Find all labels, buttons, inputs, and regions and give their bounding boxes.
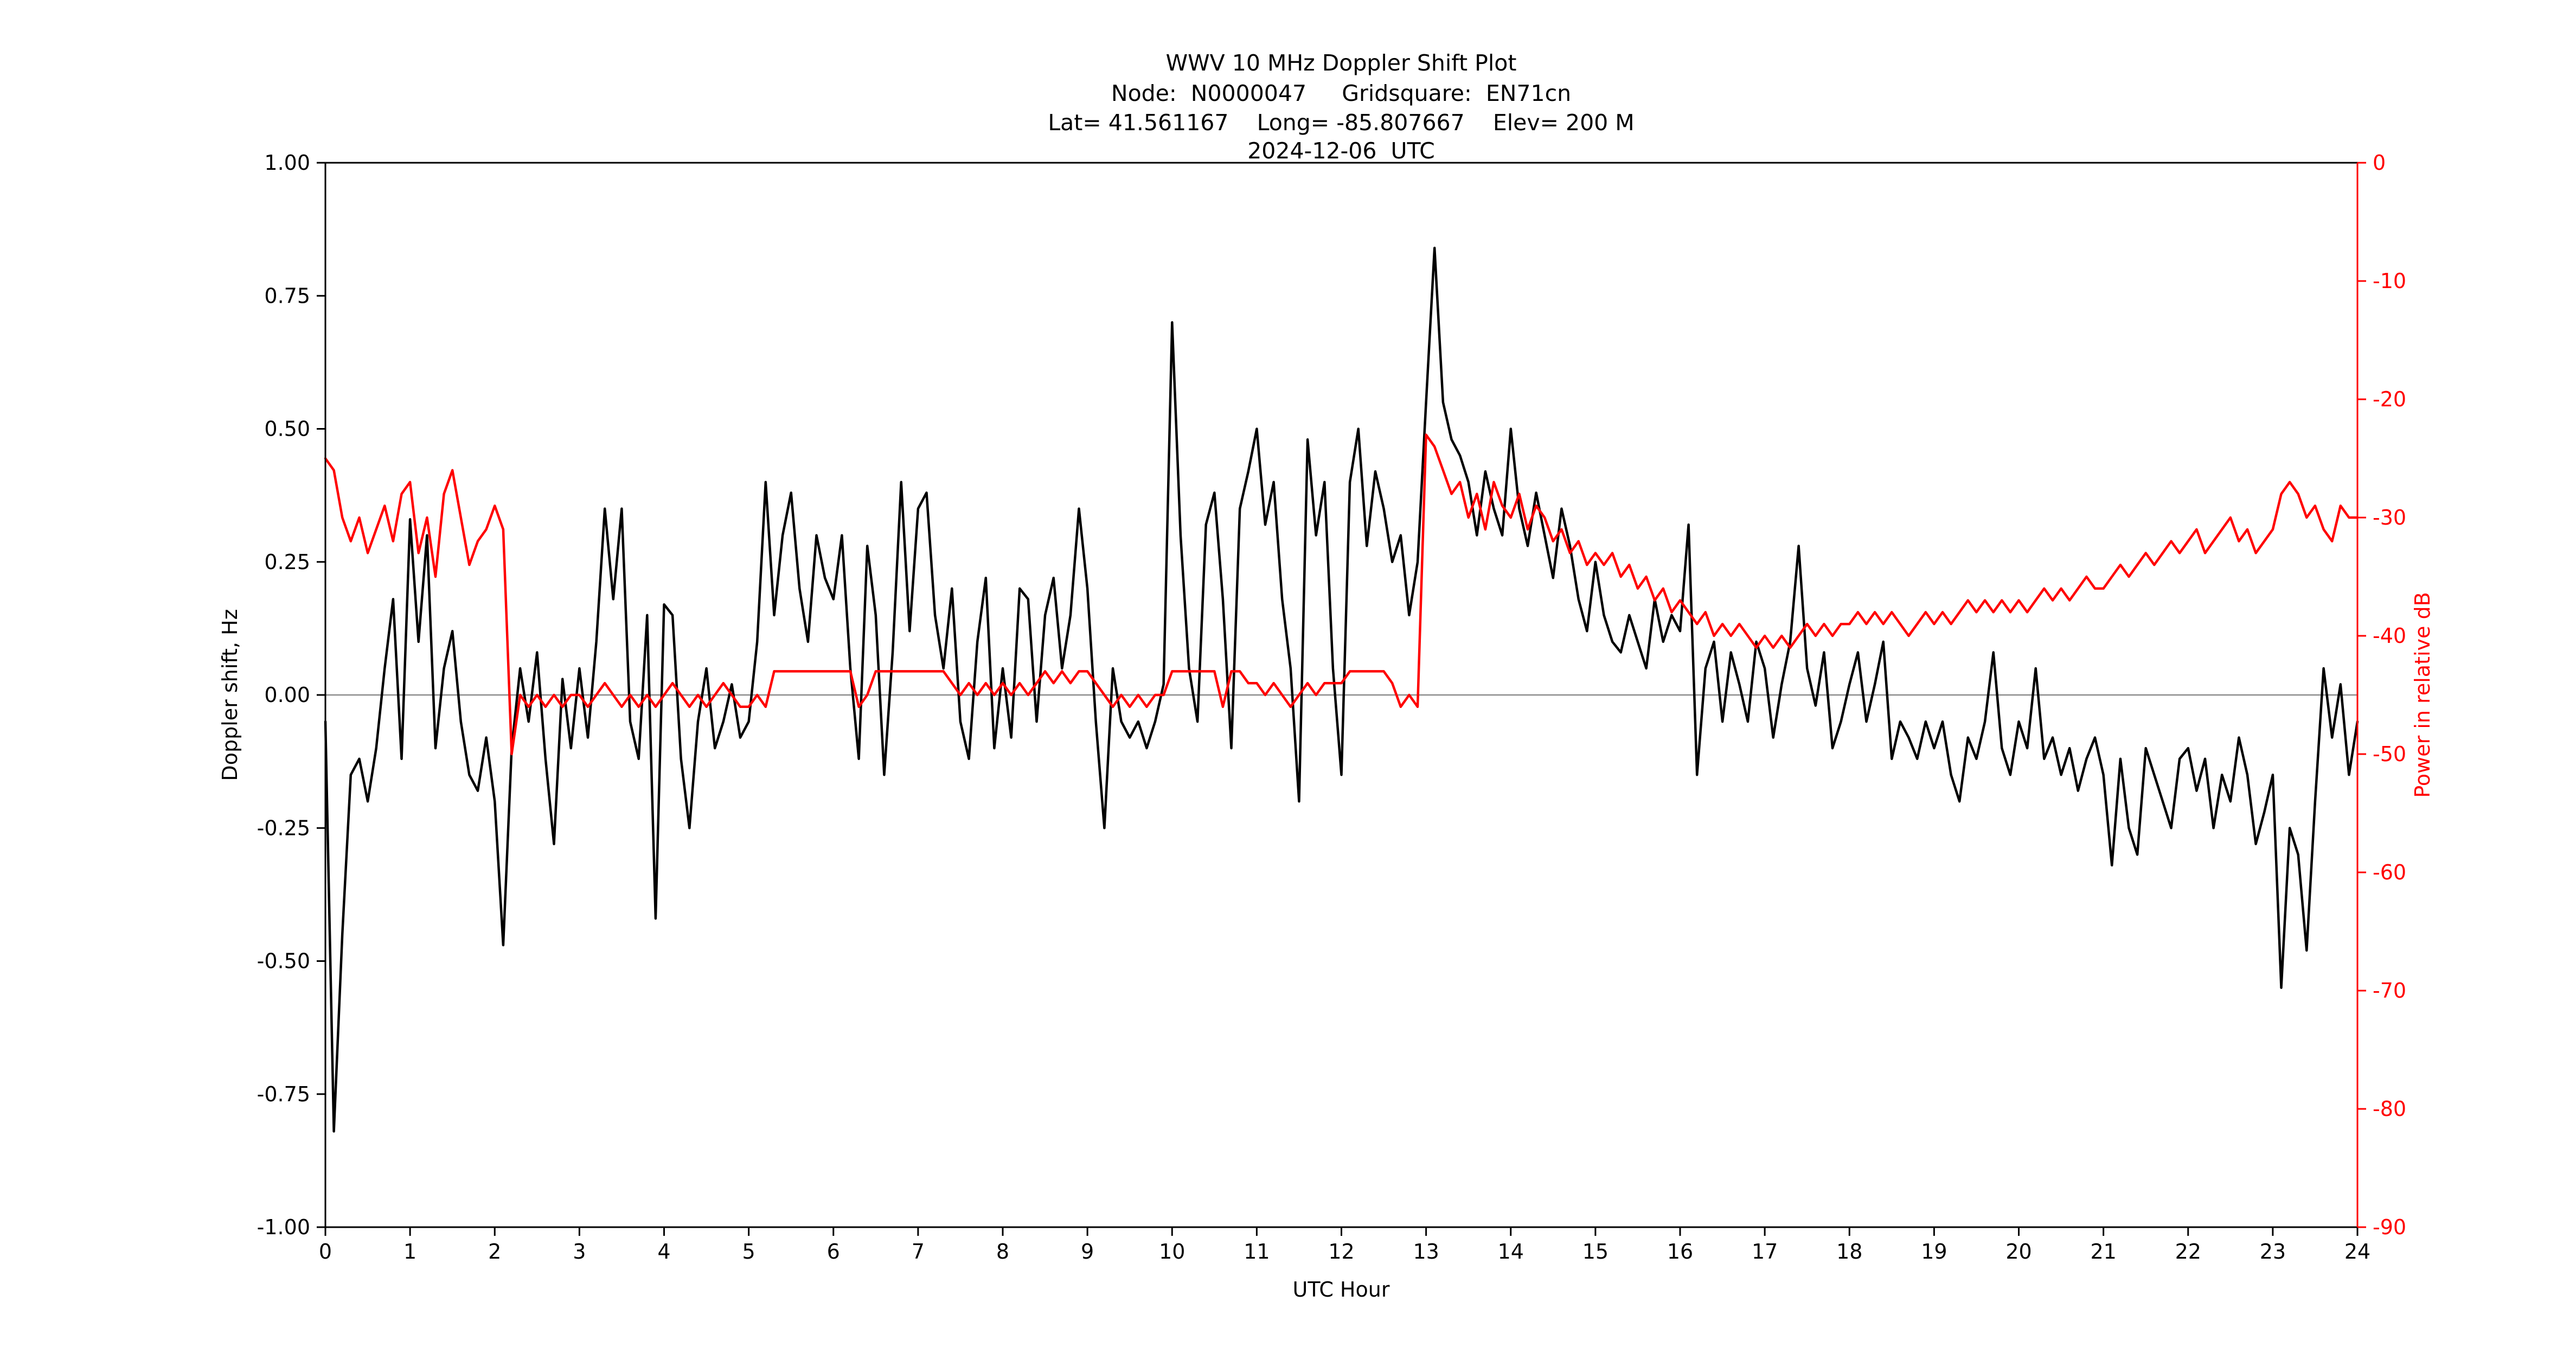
y-right-tick-label: -40 (2373, 624, 2406, 648)
x-tick-label: 18 (1836, 1240, 1862, 1264)
x-tick-label: 3 (573, 1240, 586, 1264)
y-right-tick-label: -60 (2373, 860, 2406, 884)
chart-title-line3: Lat= 41.561167 Long= -85.807667 Elev= 20… (1048, 110, 1634, 136)
doppler-shift-series-line (324, 246, 2359, 1133)
x-tick-label: 10 (1159, 1240, 1185, 1264)
power-series-line (324, 433, 2359, 756)
y-left-tick-label: 0.75 (264, 284, 310, 308)
x-tick-label: 5 (742, 1240, 755, 1264)
axis-tick-labels-group: 0 1 2 3 4 5 6 7 8 9 10 11 12 13 14 15 16 17 18 19 20 21 22 23 24… (257, 151, 2406, 1264)
x-tick-label: 7 (912, 1240, 925, 1264)
y-left-tick-label: -0.50 (257, 949, 310, 973)
y-right-tick-label: -50 (2373, 742, 2406, 766)
x-axis-label: UTC Hour (1293, 1278, 1390, 1301)
x-tick-label: 11 (1244, 1240, 1270, 1264)
axis-ticks-group (317, 162, 2366, 1236)
x-tick-label: 21 (2090, 1240, 2116, 1264)
x-tick-label: 22 (2175, 1240, 2201, 1264)
x-tick-label: 9 (1081, 1240, 1094, 1264)
y-left-tick-label: -0.25 (257, 816, 310, 840)
chart-title-line2: Node: N0000047 Gridsquare: EN71cn (1111, 80, 1571, 106)
y-right-tick-label: -10 (2373, 269, 2406, 293)
x-tick-label: 17 (1752, 1240, 1778, 1264)
x-tick-label: 8 (996, 1240, 1009, 1264)
y-right-axis-label: Power in relative dB (2411, 592, 2434, 797)
x-tick-label: 23 (2260, 1240, 2286, 1264)
y-left-tick-label: 0.50 (264, 417, 310, 441)
x-tick-label: 2 (488, 1240, 501, 1264)
x-tick-label: 0 (319, 1240, 332, 1264)
y-right-tick-label: -70 (2373, 979, 2406, 1003)
x-tick-label: 1 (403, 1240, 416, 1264)
x-tick-label: 16 (1667, 1240, 1693, 1264)
y-left-axis-label: Doppler shift, Hz (218, 609, 242, 781)
y-right-tick-label: 0 (2373, 151, 2386, 175)
y-right-tick-label: -90 (2373, 1215, 2406, 1239)
x-tick-label: 6 (827, 1240, 840, 1264)
y-right-tick-label: -30 (2373, 506, 2406, 529)
x-tick-label: 19 (1921, 1240, 1947, 1264)
y-right-tick-label: -80 (2373, 1097, 2406, 1121)
chart-title-line4: 2024-12-06 UTC (1247, 138, 1435, 164)
y-left-tick-label: 0.25 (264, 550, 310, 574)
x-tick-label: 15 (1582, 1240, 1609, 1264)
y-left-tick-label: -0.75 (257, 1082, 310, 1106)
y-left-tick-label: -1.00 (257, 1215, 310, 1239)
x-tick-label: 12 (1328, 1240, 1354, 1264)
chart-title-line1: WWV 10 MHz Doppler Shift Plot (1166, 50, 1517, 76)
x-tick-label: 13 (1413, 1240, 1439, 1264)
x-tick-label: 20 (2005, 1240, 2032, 1264)
y-left-tick-label: 0.00 (264, 683, 310, 707)
x-tick-label: 24 (2344, 1240, 2370, 1264)
x-tick-label: 4 (657, 1240, 670, 1264)
y-right-tick-label: -20 (2373, 387, 2406, 411)
x-tick-label: 14 (1498, 1240, 1524, 1264)
series-lines-group (324, 246, 2359, 1133)
y-left-tick-label: 1.00 (264, 151, 310, 175)
